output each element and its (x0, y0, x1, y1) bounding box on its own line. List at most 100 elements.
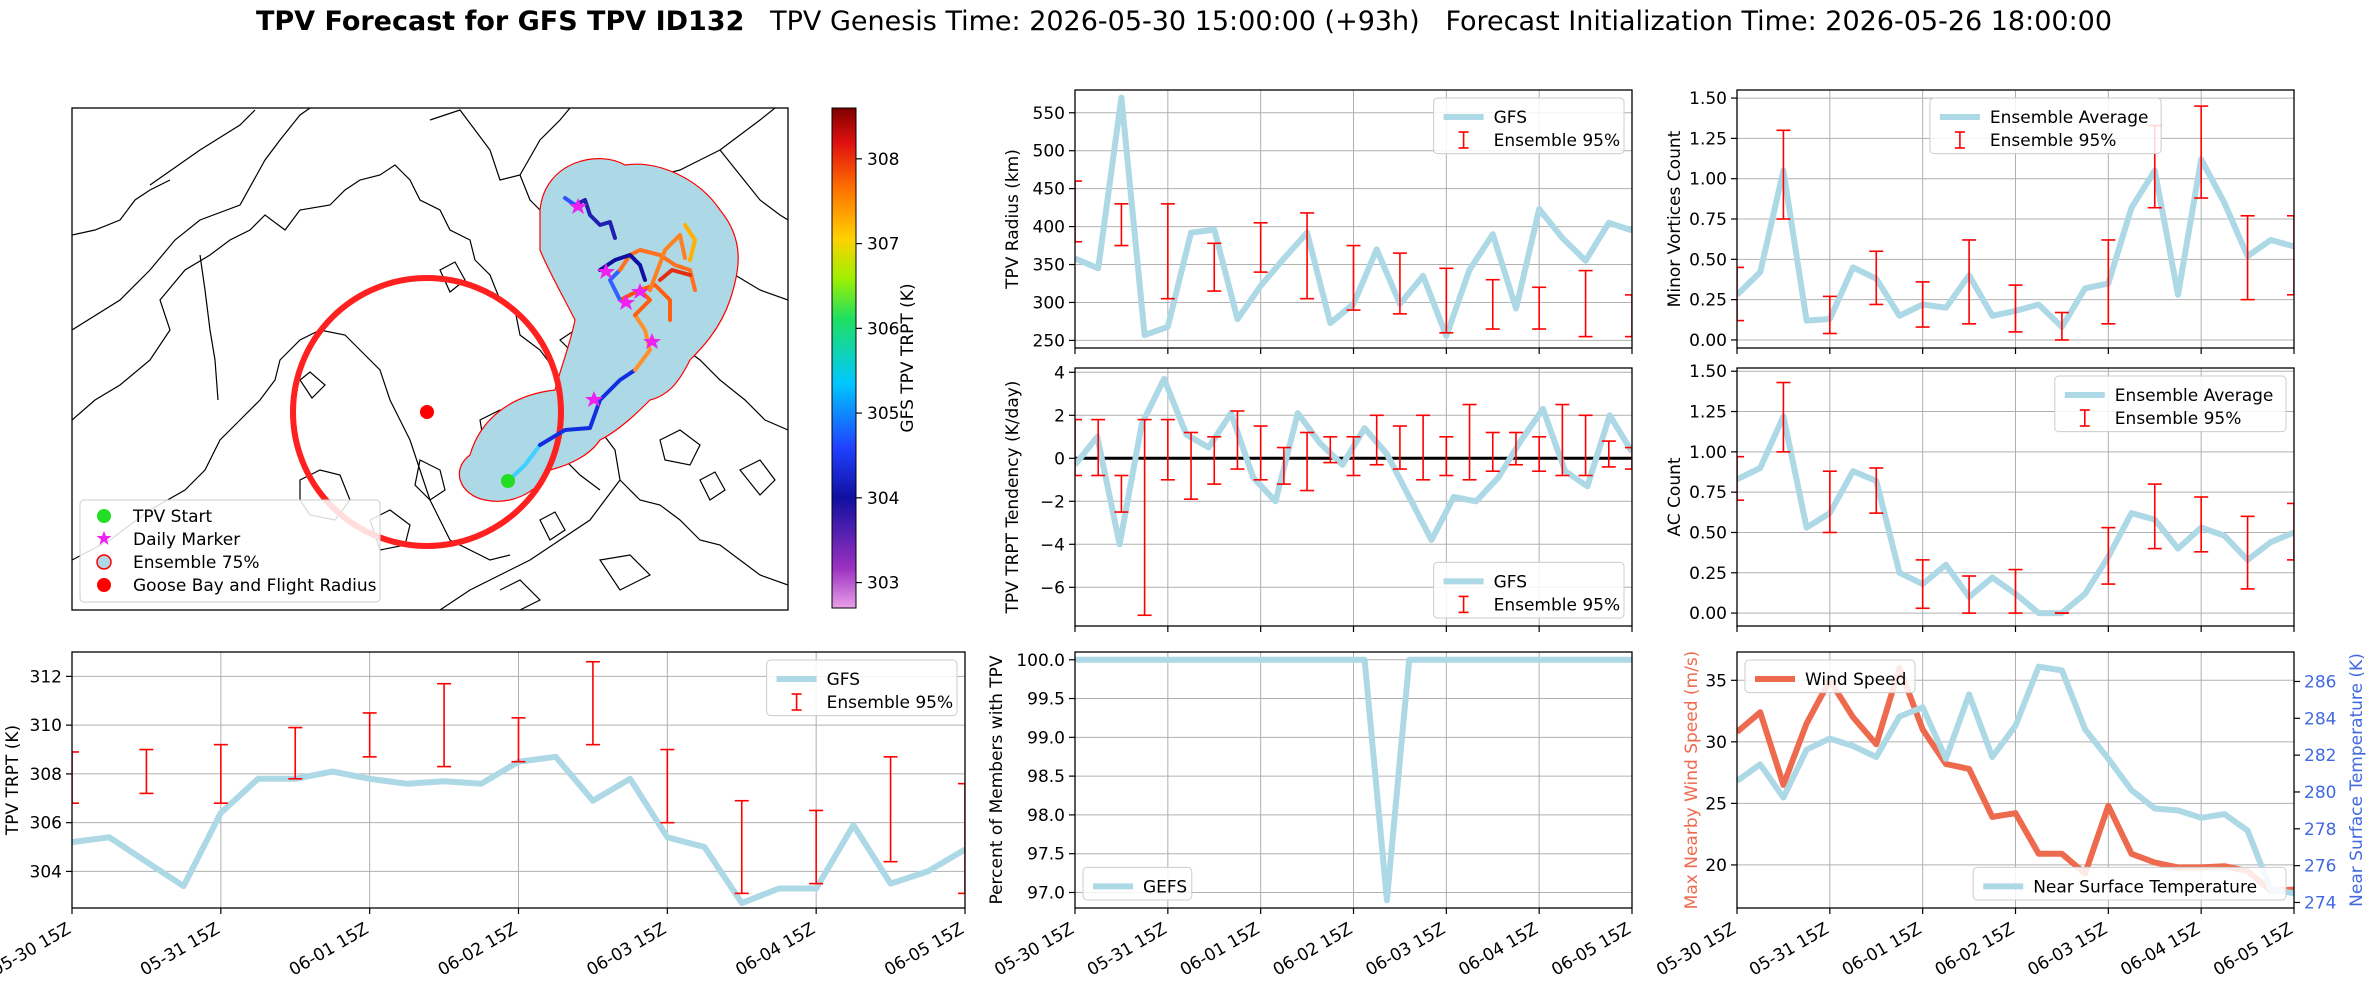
y-tick-label: 304 (30, 862, 62, 882)
errorbar (660, 748, 675, 824)
errorbar (1625, 446, 1632, 470)
errorbar (1392, 425, 1407, 470)
errorbar (1253, 221, 1268, 273)
legend-box (2054, 375, 2287, 433)
errorbar (1300, 431, 1315, 492)
errorbar (585, 660, 600, 746)
errorbar (1869, 250, 1884, 306)
y-tick-label: 20 (1705, 856, 1727, 876)
y-tick-label: 97.5 (1027, 845, 1065, 865)
figure-title-rest: TPV Genesis Time: 2026-05-30 15:00:00 (+… (770, 6, 2113, 37)
y-tick-label: 0.75 (1689, 210, 1727, 230)
axes-frame (1074, 651, 1633, 909)
y2-tick-label: 284 (2304, 709, 2336, 729)
y2-tick-label: 282 (2304, 746, 2336, 766)
y-tick-label: 0.50 (1689, 250, 1727, 270)
errorbar (139, 748, 154, 795)
y-tick-label: 0 (1054, 449, 1065, 469)
y-tick-label: 0.00 (1689, 604, 1727, 624)
errorbar (1276, 446, 1291, 485)
errorbar (1822, 295, 1837, 335)
y2-tick-label: 276 (2304, 857, 2336, 877)
y-tick-label: 1.50 (1689, 89, 1727, 109)
legend-label: Ensemble Average (2115, 386, 2274, 406)
chart-trpt: 304 306 308 310 312 05-30 15Z 05-31 15Z 06-01 1… (0, 651, 968, 980)
errorbar (1485, 278, 1500, 330)
errorbar (2287, 214, 2294, 296)
errorbar (1625, 294, 1632, 338)
errorbar (1462, 403, 1477, 481)
chart-minor: 0.00 0.25 0.50 0.75 1.00 1.25 1.50 Minor Vortic… (1665, 89, 2295, 354)
errorbar (1737, 266, 1744, 322)
errorbar (1776, 381, 1791, 453)
y-axis-label: TPV TRPT (K) (3, 725, 23, 836)
plot-area (1075, 656, 1632, 904)
y-tick-label: 300 (1033, 293, 1065, 313)
y-tick-label: 30 (1705, 733, 1727, 753)
errorbar (883, 756, 898, 863)
errorbar (72, 751, 79, 804)
errorbar (1578, 414, 1593, 477)
y-tick-label: 98.0 (1027, 806, 1065, 826)
legend: Near Surface Temperature (1972, 866, 2287, 901)
errorbar (511, 717, 526, 763)
x-tick-label: 06-01 15Z (286, 919, 372, 980)
x-tick-label: 05-30 15Z (991, 919, 1077, 980)
y-tick-label: 1.00 (1689, 170, 1727, 190)
legend-label: Wind Speed (1805, 670, 1906, 690)
errorbar (1114, 474, 1129, 513)
series-line-0 (1075, 656, 1632, 904)
errorbar (1160, 418, 1175, 481)
y-tick-label: −6 (1040, 578, 1065, 598)
y2-tick-label: 278 (2304, 820, 2336, 840)
errorbar (2240, 515, 2255, 590)
errorbar (1114, 203, 1129, 247)
errorbar (1578, 269, 1593, 338)
legend-label: GFS (1494, 572, 1527, 592)
errorbar (288, 726, 303, 780)
x-tick-label: 06-02 15Z (435, 919, 521, 980)
errorbar (1346, 244, 1361, 311)
y2-tick-label: 286 (2304, 672, 2336, 692)
y-tick-label: 550 (1033, 104, 1065, 124)
chart-tendency: −6 −4 −2 0 2 4 TPV TRPT Tendency (K/day) GFS Ens… (1003, 363, 1633, 632)
errorbar (1075, 180, 1082, 243)
plot-area (1737, 381, 2294, 617)
errorbar (1532, 286, 1547, 330)
errorbar (1869, 467, 1884, 514)
errorbar (2054, 311, 2069, 341)
legend-label: GEFS (1143, 877, 1187, 897)
errorbar (1392, 252, 1407, 315)
chart-members: 97.0 97.5 98.0 98.5 99.0 99.5 100.0 05-30 15Z 05… (987, 651, 1635, 981)
errorbar (362, 712, 377, 758)
y2-axis-label: Near Surface Temperature (K) (2347, 653, 2367, 907)
axes-frame (1074, 367, 1633, 627)
errorbar (1532, 435, 1547, 473)
errorbar (1323, 435, 1338, 464)
errorbar (213, 743, 228, 804)
y-axis-label: TPV Radius (km) (1003, 149, 1023, 290)
y-tick-label: 4 (1054, 363, 1065, 383)
errorbar (958, 782, 965, 895)
errorbar (2101, 239, 2116, 325)
y-axis-label: Max Nearby Wind Speed (m/s) (1682, 651, 1702, 910)
errorbar (1230, 410, 1245, 470)
legend-label: Ensemble 95% (1494, 595, 1621, 615)
errorbar (1439, 267, 1454, 334)
errorbar (1485, 431, 1500, 473)
legend-box (1433, 561, 1625, 619)
x-tick-label: 06-03 15Z (584, 919, 670, 980)
x-tick-label: 06-02 15Z (1932, 919, 2018, 980)
errorbar (1184, 431, 1199, 500)
axes-frame (71, 651, 966, 909)
y-tick-label: 1.25 (1689, 129, 1727, 149)
y-tick-label: 98.5 (1027, 767, 1065, 787)
errorbar (1253, 425, 1268, 481)
errorbar (1346, 435, 1361, 477)
errorbar (1915, 281, 1930, 328)
y-axis-label: TPV TRPT Tendency (K/day) (1003, 381, 1023, 615)
legend-label: GFS (827, 670, 860, 690)
errorbar (1207, 242, 1222, 292)
legend-box (1929, 97, 2162, 155)
errorbar (1508, 431, 1523, 466)
